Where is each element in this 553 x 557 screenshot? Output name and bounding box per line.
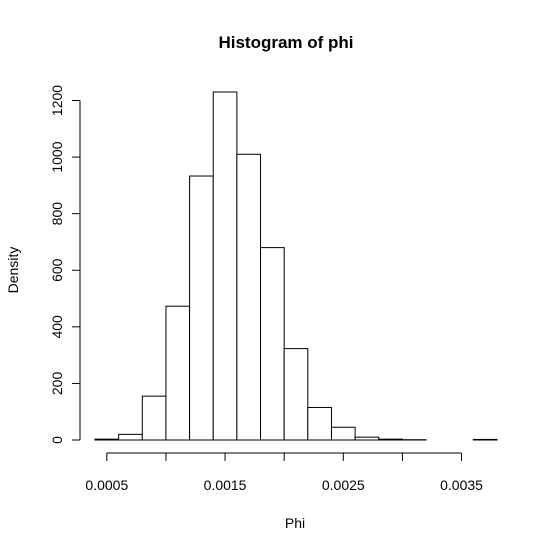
- x-tick-label-0: 0.0005: [85, 477, 128, 493]
- y-tick-label-5: 1000: [49, 141, 65, 172]
- y-tick-label-3: 600: [49, 258, 65, 282]
- histogram-bar-4: [190, 176, 214, 440]
- histogram-bar-11: [355, 437, 379, 440]
- y-tick-label-4: 800: [49, 202, 65, 226]
- histogram-bar-10: [331, 427, 355, 440]
- histogram-bar-2: [142, 396, 166, 440]
- x-tick-label-6: 0.0035: [440, 477, 483, 493]
- y-tick-label-6: 1200: [49, 85, 65, 116]
- histogram-bar-0: [95, 439, 119, 440]
- histogram-bar-5: [213, 92, 237, 440]
- bars-group: [95, 92, 497, 440]
- histogram-bar-12: [379, 439, 403, 440]
- y-tick-label-0: 0: [49, 436, 65, 444]
- histogram-bar-7: [261, 248, 285, 440]
- x-tick-label-2: 0.0015: [204, 477, 247, 493]
- x-axis-label: Phi: [285, 515, 305, 531]
- x-tick-label-4: 0.0025: [322, 477, 365, 493]
- histogram-bar-8: [284, 349, 308, 440]
- histogram-bar-16: [473, 439, 497, 440]
- y-axis: 0 200 400 600 800 1000 1200: [49, 85, 80, 444]
- chart-title: Histogram of phi: [218, 33, 353, 52]
- histogram-bar-9: [308, 407, 332, 440]
- histogram-bar-3: [166, 306, 190, 440]
- x-axis: 0.0005 0.0015 0.0025 0.0035: [85, 453, 483, 493]
- y-tick-label-1: 200: [49, 372, 65, 396]
- y-tick-label-2: 400: [49, 315, 65, 339]
- y-axis-label: Density: [5, 247, 21, 294]
- histogram-bar-6: [237, 154, 261, 440]
- histogram-bar-1: [119, 434, 143, 440]
